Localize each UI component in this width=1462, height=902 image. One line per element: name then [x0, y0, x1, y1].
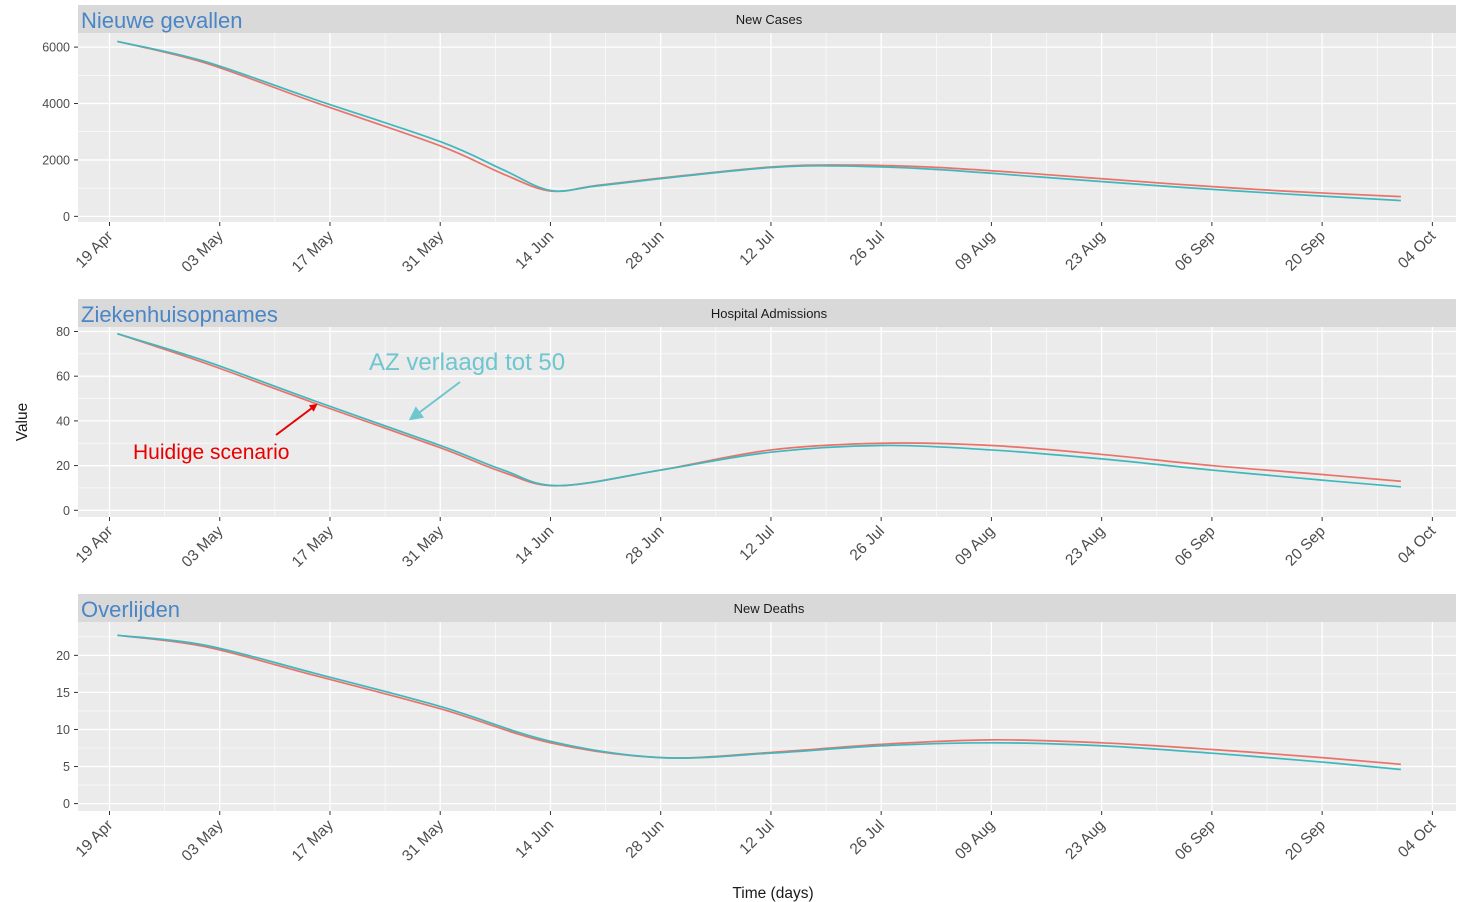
x-tick-label: 26 Jul: [847, 817, 888, 858]
x-tick-label: 03 May: [179, 523, 227, 571]
y-tick-label: 2000: [42, 153, 70, 167]
x-tick-label: 26 Jul: [847, 523, 888, 564]
facet-strip: [78, 594, 1456, 622]
chart-panel: Hospital Admissions Ziekenhuisopnames 0 20 4…: [56, 299, 1456, 571]
teal-annotation-label: AZ verlaagd tot 50: [369, 349, 565, 376]
x-tick-label: 04 Oct: [1395, 816, 1440, 861]
x-tick-label: 12 Jul: [736, 228, 777, 269]
x-tick-label: 17 May: [289, 817, 337, 865]
x-tick-label: 28 Jun: [623, 523, 668, 568]
x-tick-label: 04 Oct: [1395, 522, 1440, 567]
panel-overlay-label: Overlijden: [81, 597, 180, 622]
y-tick-label: 60: [56, 370, 70, 384]
x-tick-label: 12 Jul: [736, 817, 777, 858]
x-tick-label: 19 Apr: [73, 817, 117, 861]
x-tick-label: 23 Aug: [1062, 523, 1108, 569]
facet-strip-title: New Cases: [736, 12, 803, 27]
plot-panel: [78, 622, 1456, 811]
facet-strip: [78, 299, 1456, 327]
x-tick-label: 09 Aug: [952, 817, 998, 863]
x-tick-label: 31 May: [399, 523, 447, 571]
panel-overlay-label: Nieuwe gevallen: [81, 8, 242, 33]
red-annotation-arrow: [275, 403, 318, 436]
x-tick-label: 26 Jul: [847, 228, 888, 269]
x-tick-label: 20 Sep: [1282, 523, 1329, 570]
y-tick-label: 40: [56, 414, 70, 428]
y-tick-label: 15: [56, 686, 70, 700]
y-tick-label: 0: [63, 504, 70, 518]
y-tick-label: 6000: [42, 41, 70, 55]
y-tick-label: 10: [56, 723, 70, 737]
y-tick-label: 0: [63, 797, 70, 811]
facet-strip-title: Hospital Admissions: [711, 306, 828, 321]
y-tick-label: 80: [56, 325, 70, 339]
x-tick-label: 14 Jun: [512, 817, 557, 862]
x-tick-label: 28 Jun: [623, 228, 668, 273]
x-tick-label: 17 May: [289, 228, 337, 276]
y-tick-label: 20: [56, 459, 70, 473]
x-tick-label: 14 Jun: [512, 228, 557, 273]
x-tick-label: 09 Aug: [952, 523, 998, 569]
x-tick-label: 14 Jun: [512, 523, 557, 568]
facet-strip-title: New Deaths: [734, 601, 805, 616]
series-red-line: [117, 332, 1401, 487]
x-tick-label: 06 Sep: [1172, 228, 1219, 275]
x-tick-label: 04 Oct: [1395, 227, 1440, 272]
x-tick-label: 20 Sep: [1282, 817, 1329, 864]
x-tick-label: 06 Sep: [1172, 523, 1219, 570]
plot-panel: [78, 327, 1456, 517]
chart-panel: New Deaths Overlijden 0 5 10 15 20 19 Apr 03 May…: [56, 594, 1456, 865]
series-teal-line: [117, 332, 1401, 488]
y-tick-label: 4000: [42, 97, 70, 111]
x-tick-label: 06 Sep: [1172, 817, 1219, 864]
x-tick-label: 23 Aug: [1062, 228, 1108, 274]
chart-panel: New Cases Nieuwe gevallen 0 2000 4000 6000 19 …: [42, 5, 1456, 276]
x-tick-label: 19 Apr: [73, 523, 117, 567]
teal-annotation-arrow: [408, 381, 461, 421]
x-tick-label: 09 Aug: [952, 228, 998, 274]
x-tick-label: 28 Jun: [623, 817, 668, 862]
x-tick-label: 31 May: [399, 228, 447, 276]
series-teal-line: [117, 634, 1401, 771]
x-tick-label: 17 May: [289, 523, 337, 571]
series-teal-line: [117, 40, 1401, 202]
x-tick-label: 03 May: [179, 228, 227, 276]
x-tick-label: 12 Jul: [736, 523, 777, 564]
panel-overlay-label: Ziekenhuisopnames: [81, 302, 278, 327]
y-tick-label: 20: [56, 649, 70, 663]
x-tick-label: 20 Sep: [1282, 228, 1329, 275]
y-axis-label: Value: [14, 403, 31, 442]
red-annotation-label: Huidige scenario: [133, 441, 289, 464]
x-tick-label: 23 Aug: [1062, 817, 1108, 863]
x-tick-label: 03 May: [179, 817, 227, 865]
facet-strip: [78, 5, 1456, 33]
x-axis-label: Time (days): [732, 885, 813, 902]
y-tick-label: 0: [63, 210, 70, 224]
plot-panel: [78, 33, 1456, 222]
x-tick-label: 19 Apr: [73, 228, 117, 272]
x-tick-label: 31 May: [399, 817, 447, 865]
y-tick-label: 5: [63, 760, 70, 774]
